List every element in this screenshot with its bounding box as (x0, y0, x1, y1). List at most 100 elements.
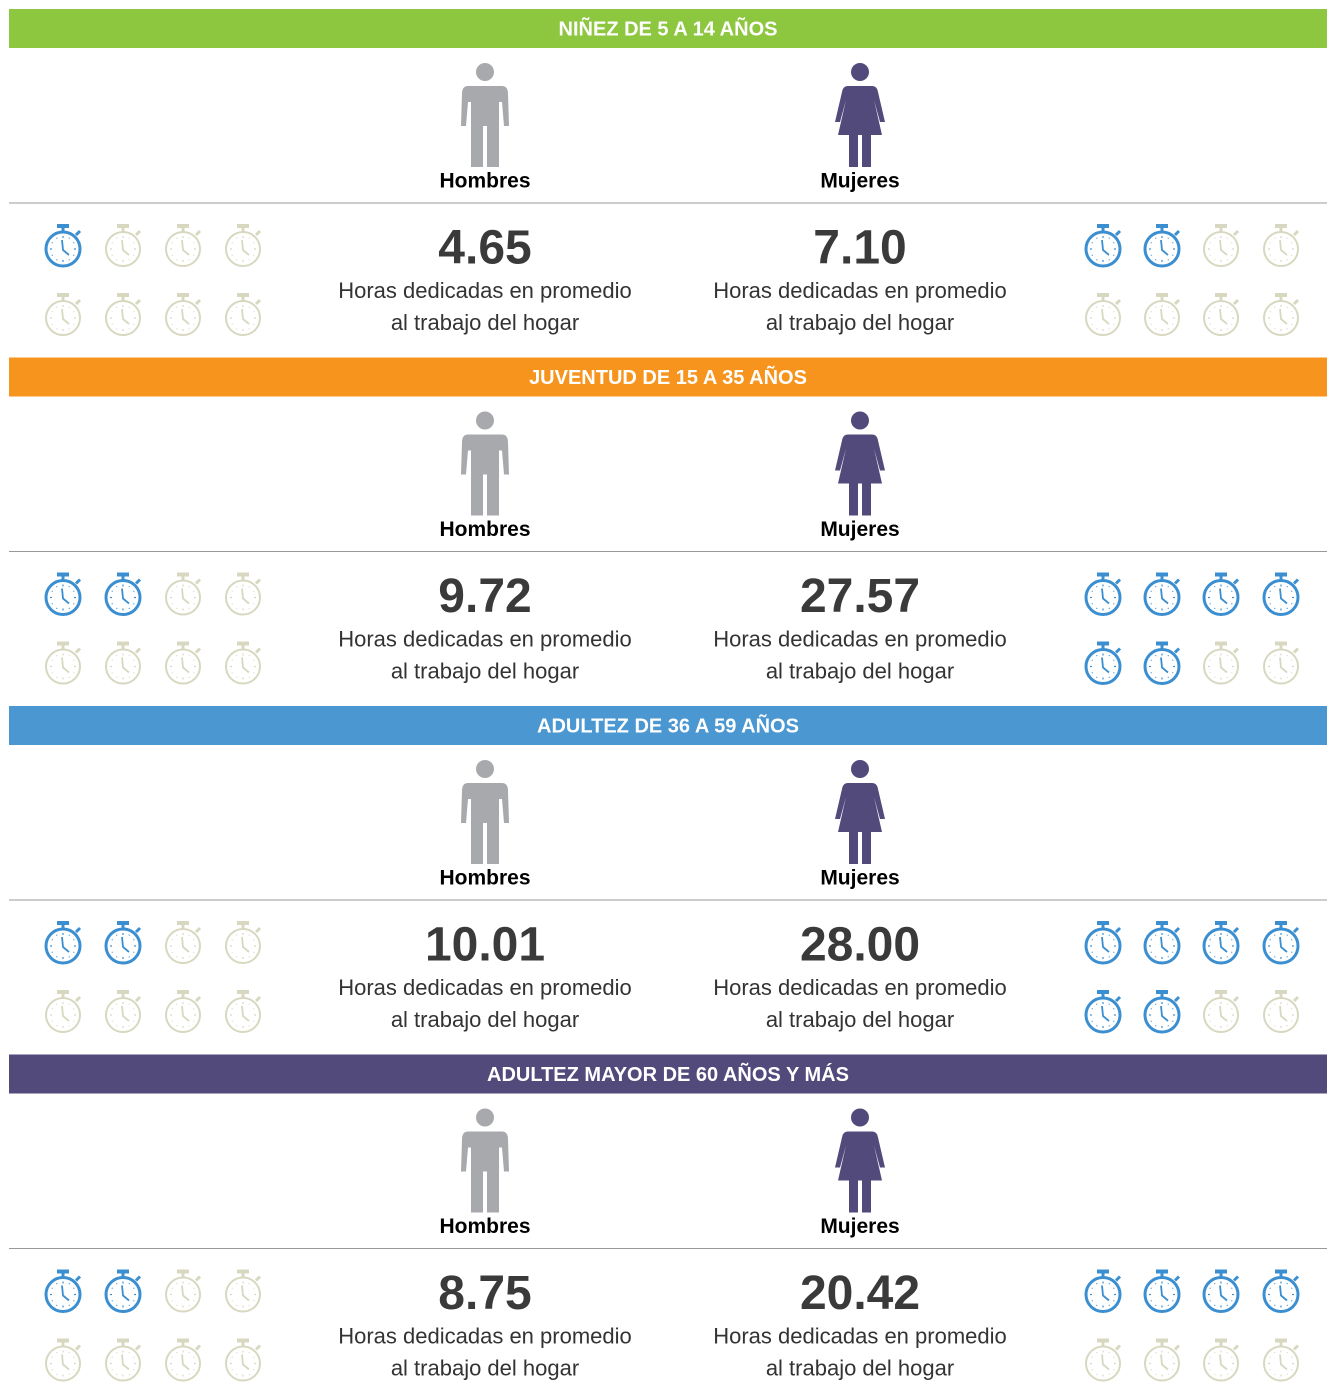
stopwatch-tick (133, 310, 135, 313)
stopwatch-tick (231, 602, 233, 605)
body (461, 86, 509, 167)
stopwatch-tick (248, 1373, 251, 1376)
stopwatch-tick (1108, 1025, 1111, 1027)
stopwatch-tick (51, 938, 53, 941)
stopwatch-tick (188, 654, 191, 657)
stopwatch-tick (1095, 1282, 1098, 1285)
stopwatch-tick (231, 254, 233, 257)
stopwatch-tick (1209, 659, 1211, 662)
stopwatch-tick (1108, 1003, 1111, 1005)
man-figure (461, 1108, 509, 1213)
stopwatch-crown (1097, 293, 1109, 297)
body (835, 1131, 885, 1213)
stopwatch-filled (44, 572, 82, 616)
stopwatch-tick (111, 590, 113, 593)
stopwatch-tick (1231, 1020, 1233, 1023)
stopwatch-tick (51, 1299, 53, 1302)
stopwatch-tick (1231, 602, 1233, 605)
stopwatch-tick (1091, 241, 1093, 244)
stopwatch-tick (68, 585, 71, 588)
stopwatch-filled (44, 921, 82, 965)
stopwatch-hands (61, 1005, 70, 1022)
stopwatch-tick (235, 328, 238, 330)
stopwatch-button (74, 926, 82, 934)
stopwatch-tick (1108, 328, 1111, 330)
stopwatch-crown (1215, 641, 1227, 646)
stopwatch-tick (1172, 1299, 1174, 1302)
stopwatch-tick (1108, 676, 1111, 679)
stopwatch-tick (1113, 323, 1115, 326)
stopwatch-tick (188, 607, 191, 610)
caption: al trabajo del hogar (766, 310, 954, 335)
stopwatch-button (254, 229, 262, 237)
stopwatch-tick (1150, 1299, 1152, 1302)
stopwatch-tick (133, 254, 135, 257)
stopwatch-button (134, 647, 142, 654)
stopwatch-tick (1113, 951, 1115, 954)
stopwatch-tick (128, 1025, 131, 1027)
stopwatch-tick (231, 1299, 233, 1302)
hours-value: 10.01 (425, 919, 545, 972)
stopwatch-tick (1273, 1304, 1276, 1307)
stopwatch-tick (1150, 1007, 1152, 1010)
stopwatch-tick (133, 951, 135, 954)
stopwatch-tick (128, 1282, 131, 1285)
caption: al trabajo del hogar (391, 310, 579, 335)
stopwatch-tick (1273, 1373, 1276, 1376)
stopwatch-tick (1150, 241, 1152, 244)
stopwatch-tick (73, 951, 75, 954)
stopwatch-tick (1286, 1304, 1289, 1307)
stopwatch-tick (1226, 956, 1229, 958)
stopwatch-tick (193, 254, 195, 257)
stopwatch-tick (1150, 1020, 1152, 1023)
stopwatch-tick (73, 659, 75, 662)
stopwatch-tick (1172, 671, 1174, 674)
stopwatch-tick (115, 237, 118, 239)
body (461, 1131, 509, 1213)
stopwatch-tick (1273, 607, 1276, 610)
stopwatch-tick (115, 259, 118, 261)
stopwatch-tick (1108, 607, 1111, 610)
stopwatch-button (1292, 1344, 1300, 1351)
stopwatch-tick (1172, 938, 1174, 941)
stopwatch-tick (111, 602, 113, 605)
stopwatch-tick (248, 328, 251, 330)
stopwatch-tick (111, 1356, 113, 1359)
caption: Horas dedicadas en promedio (713, 975, 1007, 1000)
stopwatch-button (1292, 647, 1300, 654)
stopwatch-button (1292, 1275, 1300, 1282)
stopwatch-empty (1144, 1338, 1181, 1382)
stopwatch-tick (171, 241, 173, 244)
stopwatch-tick (1150, 590, 1152, 593)
stopwatch-tick (51, 1020, 53, 1023)
stopwatch-tick (128, 306, 131, 308)
stopwatch-button (134, 578, 142, 585)
stopwatch-tick (133, 1356, 135, 1359)
stopwatch-tick (68, 259, 71, 261)
stopwatch-filled (1143, 990, 1181, 1034)
stopwatch-tick (128, 1373, 131, 1376)
stopwatch-tick (128, 1003, 131, 1005)
stopwatch-tick (253, 1020, 255, 1023)
stopwatch-tick (1286, 1025, 1289, 1027)
stopwatch-tick (1108, 956, 1111, 958)
stopwatch-tick (1286, 956, 1289, 958)
stopwatch-filled (44, 1269, 82, 1313)
stopwatch-tick (1226, 654, 1229, 657)
stopwatch-empty (165, 921, 202, 964)
stopwatch-crown (57, 572, 69, 577)
stopwatch-crown (1156, 224, 1168, 228)
stopwatch-tick (55, 1003, 58, 1005)
stopwatch-crown (117, 1269, 129, 1274)
stopwatch-tick (248, 237, 251, 239)
stopwatch-tick (1095, 1003, 1098, 1005)
stopwatch-tick (253, 310, 255, 313)
stopwatch-empty (105, 293, 142, 336)
stopwatch-tick (133, 1368, 135, 1371)
stopwatch-button (1173, 1275, 1181, 1282)
stopwatch-tick (1113, 671, 1115, 674)
stopwatch-tick (1154, 934, 1157, 936)
stopwatch-tick (73, 323, 75, 326)
stopwatch-filled (1084, 1269, 1122, 1313)
stopwatch-tick (1154, 237, 1157, 239)
